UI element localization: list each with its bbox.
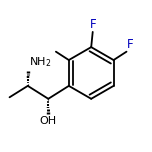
Text: F: F [89, 18, 96, 31]
Text: F: F [127, 38, 134, 51]
Text: NH$_2$: NH$_2$ [29, 55, 51, 69]
Text: OH: OH [40, 116, 57, 126]
